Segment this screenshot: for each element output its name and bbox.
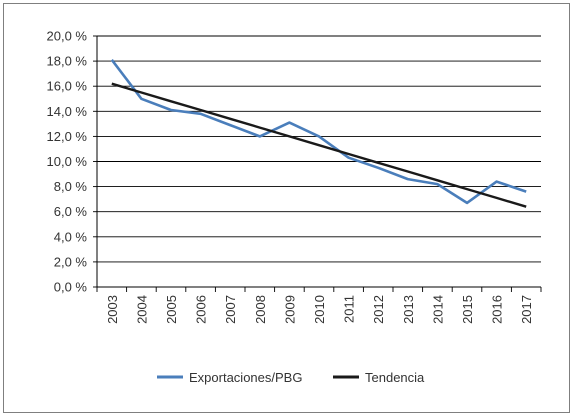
x-tick-labels: 2003 2004 2005 2006 2007 2008 2009 2010 2011 2012… xyxy=(105,295,534,324)
x-tick-label: 2017 xyxy=(519,295,534,324)
y-tick-label: 0,0 % xyxy=(54,280,88,295)
y-tick-labels: 0,0 % 2,0 % 4,0 % 6,0 % 8,0 % 10,0 % 12,0 % 14,… xyxy=(47,29,88,295)
series-line-1 xyxy=(110,59,527,205)
y-tick-label: 4,0 % xyxy=(54,229,88,244)
x-tick-label: 2006 xyxy=(194,295,209,324)
x-tick-label: 2008 xyxy=(253,295,268,324)
x-tick-label: 2003 xyxy=(105,295,120,324)
y-tick-label: 2,0 % xyxy=(54,254,88,269)
series-line-2 xyxy=(111,82,527,208)
y-tick-label: 12,0 % xyxy=(47,129,88,144)
legend-label: Tendencia xyxy=(365,370,425,385)
x-tick-label: 2013 xyxy=(401,295,416,324)
x-tick-label: 2015 xyxy=(460,295,475,324)
x-tick-label: 2007 xyxy=(223,295,238,324)
y-tick-label: 8,0 % xyxy=(54,179,88,194)
x-tick-label: 2014 xyxy=(430,295,445,324)
y-tick-label: 16,0 % xyxy=(47,79,88,94)
y-tick-label: 10,0 % xyxy=(47,154,88,169)
legend-label: Exportaciones/PBG xyxy=(189,370,302,385)
x-tick-label: 2009 xyxy=(282,295,297,324)
x-tick-label: 2011 xyxy=(342,295,357,323)
x-tick-label: 2005 xyxy=(164,295,179,324)
y-tick-label: 14,0 % xyxy=(47,104,88,119)
x-tick-label: 2016 xyxy=(490,295,505,324)
y-tick-label: 20,0 % xyxy=(47,29,88,44)
x-tick-label: 2004 xyxy=(134,295,149,324)
series-lines xyxy=(110,59,527,208)
y-tick-label: 6,0 % xyxy=(54,204,88,219)
y-tick-label: 18,0 % xyxy=(47,54,88,69)
x-tick-label: 2010 xyxy=(312,295,327,324)
gridlines xyxy=(97,35,541,263)
legend: Exportaciones/PBG Tendencia xyxy=(157,370,425,385)
axes xyxy=(93,35,542,292)
x-tick-label: 2012 xyxy=(371,295,386,324)
